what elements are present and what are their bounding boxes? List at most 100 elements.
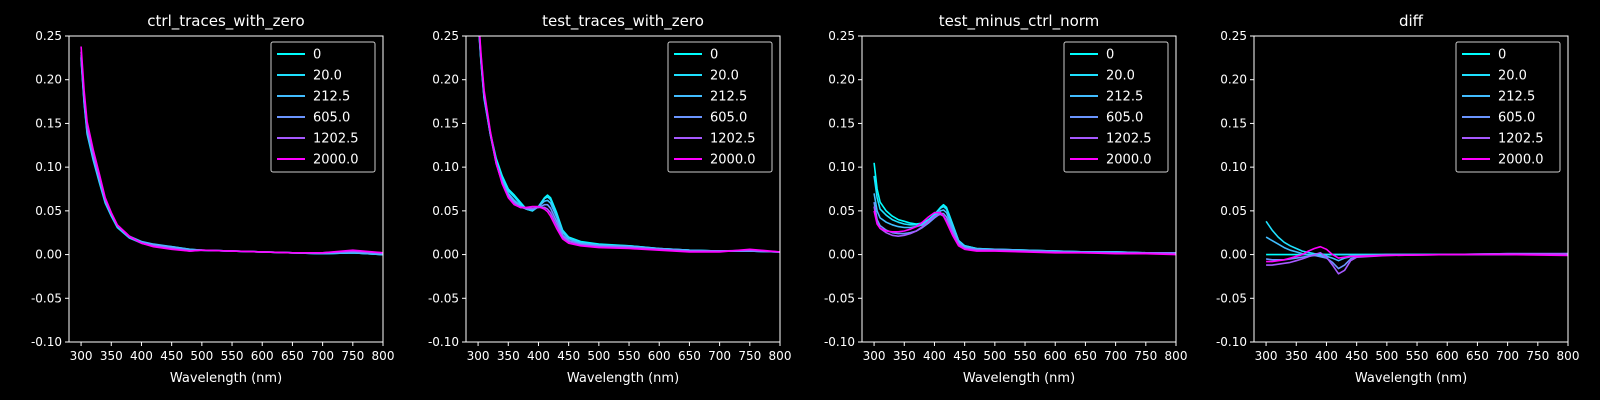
legend: 0 20.0 212.5 605.0 1202.5 2000.0 bbox=[1455, 41, 1561, 173]
y-tick-label: -0.05 bbox=[824, 291, 855, 305]
series-line-2000.0 bbox=[80, 46, 383, 254]
y-tick-label: 0.05 bbox=[35, 204, 62, 218]
chart-panel-3: test_minus_ctrl_norm 300 350 400 450 500 550 60… bbox=[824, 12, 1188, 386]
legend-label: 605.0 bbox=[1498, 111, 1535, 126]
y-tick-label: 0.10 bbox=[828, 160, 855, 174]
legend: 0 20.0 212.5 605.0 1202.5 2000.0 bbox=[270, 41, 376, 173]
x-tick-label: 350 bbox=[497, 349, 520, 363]
y-tick-label: -0.05 bbox=[1216, 291, 1247, 305]
x-tick-label: 450 bbox=[160, 349, 183, 363]
x-tick-label: 350 bbox=[100, 349, 123, 363]
series-group bbox=[873, 162, 1176, 256]
legend-label: 2000.0 bbox=[1106, 153, 1152, 168]
y-tick-label: 0.05 bbox=[828, 204, 855, 218]
legend-label: 0 bbox=[1106, 48, 1114, 63]
legend-label: 2000.0 bbox=[1498, 153, 1544, 168]
x-tick-label: 750 bbox=[341, 349, 364, 363]
x-tick-label: 750 bbox=[738, 349, 761, 363]
x-tick-label: 500 bbox=[1375, 349, 1398, 363]
series-line-1202.5 bbox=[1266, 252, 1568, 275]
chart-panel-1: ctrl_traces_with_zero 300 350 400 450 500 550 6… bbox=[31, 12, 395, 386]
chart-title: test_traces_with_zero bbox=[542, 12, 704, 31]
x-tick-label: 750 bbox=[1526, 349, 1549, 363]
y-tick-label: -0.10 bbox=[1216, 335, 1247, 349]
y-tick-label: -0.10 bbox=[31, 335, 62, 349]
x-tick-label: 550 bbox=[1014, 349, 1037, 363]
x-axis-label: Wavelength (nm) bbox=[170, 371, 282, 386]
x-axis-label: Wavelength (nm) bbox=[963, 371, 1075, 386]
x-tick-label: 650 bbox=[1074, 349, 1097, 363]
y-tick-label: 0.20 bbox=[828, 73, 855, 87]
y-tick-label: 0.25 bbox=[1220, 29, 1247, 43]
legend-label: 1202.5 bbox=[313, 132, 359, 147]
legend-label: 212.5 bbox=[1498, 90, 1535, 105]
y-tick-label: 0.25 bbox=[432, 29, 459, 43]
series-line-20.0 bbox=[873, 175, 1176, 254]
x-tick-label: 550 bbox=[221, 349, 244, 363]
series-line-2000.0 bbox=[1266, 245, 1568, 263]
series-line-2000.0 bbox=[478, 36, 780, 253]
plot-frame bbox=[1253, 35, 1569, 343]
x-tick-label: 400 bbox=[527, 349, 550, 363]
plot-frame bbox=[465, 35, 781, 343]
x-tick-label: 300 bbox=[70, 349, 93, 363]
x-tick-label: 800 bbox=[372, 349, 395, 363]
x-tick-label: 300 bbox=[467, 349, 490, 363]
y-tick-label: 0.05 bbox=[1220, 204, 1247, 218]
legend-label: 0 bbox=[313, 48, 321, 63]
plot-frame bbox=[861, 35, 1177, 343]
x-tick-label: 600 bbox=[1436, 349, 1459, 363]
legend-label: 20.0 bbox=[313, 69, 342, 84]
x-tick-label: 300 bbox=[1255, 349, 1278, 363]
x-tick-label: 300 bbox=[863, 349, 886, 363]
y-tick-label: -0.10 bbox=[428, 335, 459, 349]
y-tick-label: 0.05 bbox=[432, 204, 459, 218]
chart-panel-2: test_traces_with_zero 300 350 400 450 500 550 6… bbox=[428, 12, 792, 386]
y-tick-label: 0.10 bbox=[432, 160, 459, 174]
x-tick-label: 350 bbox=[1285, 349, 1308, 363]
legend: 0 20.0 212.5 605.0 1202.5 2000.0 bbox=[667, 41, 773, 173]
series-line-212.5 bbox=[873, 193, 1176, 254]
x-tick-label: 350 bbox=[893, 349, 916, 363]
x-tick-label: 800 bbox=[769, 349, 792, 363]
legend-label: 1202.5 bbox=[1498, 132, 1544, 147]
legend-label: 1202.5 bbox=[1106, 132, 1152, 147]
y-tick-label: 0.15 bbox=[828, 116, 855, 130]
x-tick-label: 600 bbox=[251, 349, 274, 363]
chart-title: ctrl_traces_with_zero bbox=[147, 12, 304, 31]
series-group bbox=[478, 36, 780, 253]
y-tick-label: 0.25 bbox=[35, 29, 62, 43]
x-tick-label: 500 bbox=[190, 349, 213, 363]
legend-label: 2000.0 bbox=[710, 153, 756, 168]
y-tick-label: -0.10 bbox=[824, 335, 855, 349]
series-group bbox=[1265, 220, 1568, 275]
legend-label: 212.5 bbox=[710, 90, 747, 105]
chart-title: diff bbox=[1399, 12, 1424, 30]
legend-label: 2000.0 bbox=[313, 153, 359, 168]
x-tick-label: 550 bbox=[618, 349, 641, 363]
y-tick-label: 0.15 bbox=[1220, 116, 1247, 130]
y-tick-label: 0.10 bbox=[35, 160, 62, 174]
legend-label: 0 bbox=[1498, 48, 1506, 63]
y-tick-label: 0.15 bbox=[432, 116, 459, 130]
legend-label: 212.5 bbox=[1106, 90, 1143, 105]
x-tick-label: 800 bbox=[1557, 349, 1580, 363]
legend-label: 20.0 bbox=[1106, 69, 1135, 84]
x-tick-label: 750 bbox=[1134, 349, 1157, 363]
x-tick-label: 500 bbox=[587, 349, 610, 363]
y-tick-label: 0.00 bbox=[828, 248, 855, 262]
x-tick-label: 800 bbox=[1165, 349, 1188, 363]
chart-title: test_minus_ctrl_norm bbox=[939, 12, 1100, 31]
y-tick-label: -0.05 bbox=[31, 291, 62, 305]
chart-panel-4: diff 300 350 400 450 500 550 600 650 700 750 800 -0.… bbox=[1216, 12, 1580, 386]
y-tick-label: 0.00 bbox=[1220, 248, 1247, 262]
y-tick-label: 0.20 bbox=[432, 73, 459, 87]
series-line-2000.0 bbox=[873, 210, 1176, 256]
series-group bbox=[80, 46, 383, 256]
x-tick-label: 700 bbox=[708, 349, 731, 363]
y-tick-label: -0.05 bbox=[428, 291, 459, 305]
x-tick-label: 650 bbox=[281, 349, 304, 363]
y-tick-label: 0.20 bbox=[35, 73, 62, 87]
x-tick-label: 650 bbox=[1466, 349, 1489, 363]
